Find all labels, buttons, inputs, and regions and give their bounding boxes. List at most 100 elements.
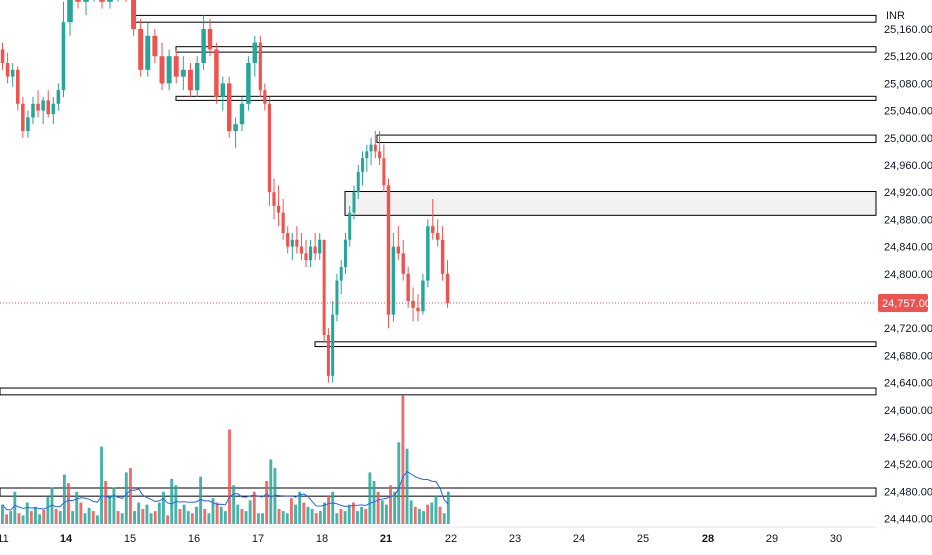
candle-body[interactable] (173, 56, 179, 77)
candle-body[interactable] (5, 63, 10, 77)
candle-body[interactable] (194, 63, 200, 91)
zone-box[interactable] (376, 134, 877, 144)
candle-body[interactable] (131, 0, 137, 29)
candle-body[interactable] (426, 226, 430, 281)
candle-body[interactable] (226, 83, 232, 131)
candle-body[interactable] (416, 307, 420, 312)
candle-body[interactable] (46, 100, 51, 114)
candle-body[interactable] (352, 192, 356, 213)
candle-body[interactable] (83, 0, 89, 2)
price-tick-label: 24,960.00 (884, 160, 932, 172)
candle-body[interactable] (15, 69, 20, 104)
volume-bar (203, 508, 207, 524)
candle-body[interactable] (246, 63, 251, 104)
candle-body[interactable] (207, 29, 213, 50)
candle-body[interactable] (258, 42, 262, 91)
price-tick-label: 25,080.00 (884, 78, 932, 90)
price-axis[interactable]: 25,160.00 25,120.00 25,080.00 25,040.00 25,0… (884, 24, 932, 526)
candle-body[interactable] (313, 246, 317, 254)
time-tick-label: 28 (702, 533, 714, 545)
candle-body[interactable] (304, 253, 308, 261)
candle-body[interactable] (239, 103, 245, 125)
candle-body[interactable] (26, 117, 30, 131)
candle-body[interactable] (145, 35, 151, 70)
candle-body[interactable] (36, 103, 40, 111)
candle-body[interactable] (373, 144, 377, 152)
candle-body[interactable] (326, 335, 330, 376)
zone-box[interactable] (175, 95, 877, 101)
candle-body[interactable] (233, 124, 238, 131)
candle-body[interactable] (107, 0, 113, 2)
candle-body[interactable] (401, 253, 405, 274)
candle-body[interactable] (396, 246, 401, 254)
candle-body[interactable] (281, 212, 285, 233)
candle-body[interactable] (378, 151, 382, 159)
candle-body[interactable] (152, 35, 158, 57)
volume-bar (79, 502, 83, 524)
candle-body[interactable] (21, 103, 25, 131)
candle-body[interactable] (286, 233, 290, 247)
candle-body[interactable] (56, 90, 61, 104)
candle-body[interactable] (361, 158, 365, 172)
candle-body[interactable] (322, 239, 326, 335)
candle-body[interactable] (67, 0, 73, 23)
candle-body[interactable] (369, 144, 373, 152)
candle-body[interactable] (339, 267, 343, 281)
candle-body[interactable] (159, 56, 165, 84)
zone-box[interactable] (0, 487, 877, 497)
candle-body[interactable] (252, 42, 258, 63)
candle-body[interactable] (299, 246, 304, 254)
candle-body[interactable] (440, 239, 445, 274)
volume-bar (393, 491, 397, 524)
candle-body[interactable] (406, 273, 410, 301)
zone-box[interactable] (0, 387, 877, 396)
candle-body[interactable] (421, 280, 425, 312)
zone-box[interactable] (314, 341, 877, 348)
zone-box[interactable] (175, 46, 877, 53)
candle-body[interactable] (290, 239, 294, 247)
candle-body[interactable] (386, 185, 391, 315)
candle-body[interactable] (331, 314, 335, 376)
candle-body[interactable] (431, 226, 435, 233)
candle-body[interactable] (382, 158, 386, 186)
candle-body[interactable] (267, 103, 272, 193)
candle-body[interactable] (180, 69, 186, 77)
candle-body[interactable] (214, 49, 219, 97)
candle-body[interactable] (31, 103, 35, 118)
candle-body[interactable] (411, 301, 415, 308)
candle-body[interactable] (356, 171, 360, 193)
candle-body[interactable] (365, 151, 369, 159)
candle-body[interactable] (435, 233, 440, 240)
candle-body[interactable] (41, 100, 45, 111)
candle-body[interactable] (10, 69, 15, 77)
candle-body[interactable] (272, 192, 276, 206)
time-axis[interactable]: 11 14 15 16 17 18 21 22 23 24 25 28 29 30 (0, 526, 876, 545)
candle-body[interactable] (348, 212, 352, 240)
candle-body[interactable] (75, 0, 81, 2)
candle-body[interactable] (166, 56, 172, 84)
volume-bar (397, 442, 401, 524)
candle-body[interactable] (308, 246, 313, 261)
zone-box[interactable] (132, 14, 877, 23)
candle-body[interactable] (318, 239, 322, 254)
candle-body[interactable] (276, 205, 281, 213)
candle-body[interactable] (263, 90, 267, 104)
volume-bar (356, 511, 359, 524)
zone-box[interactable] (344, 191, 877, 216)
candle-body[interactable] (391, 246, 396, 315)
candle-body[interactable] (0, 49, 5, 63)
candle-body[interactable] (187, 69, 193, 91)
candle-body[interactable] (99, 0, 105, 2)
candle-body[interactable] (295, 239, 299, 247)
candle-body[interactable] (51, 103, 56, 114)
candle-body[interactable] (445, 273, 450, 304)
candle-body[interactable] (61, 22, 66, 91)
volume-bar (46, 497, 50, 524)
candle-body[interactable] (138, 29, 144, 70)
candle-body[interactable] (343, 239, 347, 267)
candle-body[interactable] (335, 280, 339, 315)
candle-body[interactable] (220, 83, 226, 97)
candle-body[interactable] (201, 29, 206, 63)
